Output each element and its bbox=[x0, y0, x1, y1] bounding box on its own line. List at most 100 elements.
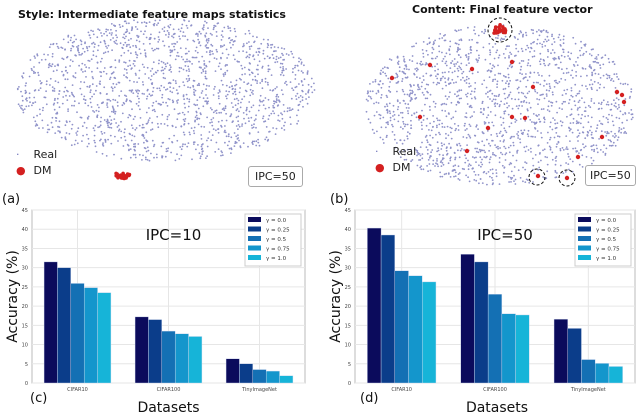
real-point bbox=[467, 52, 470, 55]
real-point bbox=[262, 104, 265, 106]
real-point bbox=[235, 141, 238, 144]
real-point bbox=[107, 124, 109, 127]
real-point bbox=[236, 108, 239, 110]
real-point bbox=[487, 106, 490, 109]
real-point bbox=[624, 98, 627, 100]
real-point bbox=[255, 114, 257, 117]
real-point bbox=[425, 72, 428, 75]
real-point bbox=[441, 60, 444, 62]
real-point bbox=[256, 36, 258, 39]
real-point bbox=[416, 76, 418, 79]
real-point bbox=[176, 153, 178, 156]
real-point bbox=[106, 34, 108, 37]
real-point bbox=[493, 57, 496, 60]
real-point bbox=[126, 30, 129, 32]
bar bbox=[252, 369, 267, 384]
real-point bbox=[437, 119, 439, 122]
legend-swatch bbox=[578, 226, 591, 232]
real-point bbox=[248, 69, 251, 71]
real-point bbox=[301, 99, 304, 102]
real-point bbox=[52, 103, 55, 106]
real-point bbox=[115, 122, 117, 124]
real-point bbox=[217, 95, 220, 97]
real-point bbox=[539, 120, 542, 123]
real-point bbox=[547, 50, 550, 53]
real-point bbox=[592, 137, 594, 140]
real-point bbox=[129, 156, 132, 159]
real-point bbox=[225, 97, 228, 100]
real-point bbox=[205, 94, 207, 96]
real-point bbox=[64, 136, 67, 139]
real-point bbox=[193, 132, 196, 135]
bar bbox=[83, 287, 98, 384]
real-point bbox=[25, 82, 27, 85]
real-point bbox=[80, 93, 83, 96]
real-point bbox=[475, 58, 478, 61]
real-point bbox=[233, 98, 236, 101]
real-point bbox=[557, 36, 560, 39]
real-point bbox=[241, 98, 244, 101]
real-point bbox=[617, 130, 620, 133]
real-point bbox=[447, 78, 450, 81]
real-point bbox=[82, 98, 85, 101]
real-point bbox=[424, 97, 427, 100]
real-point bbox=[458, 172, 461, 174]
real-point bbox=[39, 80, 42, 82]
bar bbox=[608, 366, 623, 384]
real-point bbox=[76, 142, 79, 145]
real-point bbox=[623, 132, 625, 134]
real-point bbox=[520, 91, 523, 94]
real-point bbox=[145, 55, 147, 58]
real-point bbox=[489, 53, 491, 56]
real-point bbox=[379, 72, 382, 74]
real-point bbox=[112, 98, 115, 101]
real-point bbox=[450, 117, 453, 120]
real-point bbox=[21, 95, 24, 98]
real-point bbox=[508, 181, 510, 183]
real-point bbox=[529, 72, 532, 74]
real-point bbox=[549, 136, 552, 139]
real-point bbox=[545, 95, 548, 97]
real-point bbox=[465, 116, 468, 119]
real-point bbox=[252, 89, 254, 92]
real-point bbox=[610, 79, 612, 82]
real-point bbox=[178, 70, 181, 73]
real-point bbox=[227, 53, 230, 56]
real-point bbox=[578, 106, 581, 109]
real-point bbox=[486, 91, 489, 94]
real-point bbox=[170, 151, 173, 154]
real-point bbox=[411, 92, 413, 95]
real-point bbox=[398, 70, 401, 73]
real-point bbox=[63, 90, 66, 93]
real-point bbox=[551, 33, 553, 36]
real-point bbox=[125, 35, 127, 38]
real-point bbox=[118, 61, 121, 63]
real-point bbox=[558, 135, 561, 138]
real-point bbox=[417, 83, 419, 86]
real-point bbox=[512, 154, 514, 157]
real-point bbox=[441, 37, 444, 39]
real-point bbox=[310, 85, 313, 88]
real-point bbox=[171, 91, 174, 94]
real-point bbox=[391, 131, 394, 133]
real-point bbox=[415, 116, 418, 119]
real-point bbox=[168, 26, 171, 29]
real-point bbox=[184, 143, 187, 146]
real-point bbox=[532, 181, 534, 183]
real-point bbox=[393, 114, 396, 116]
real-point bbox=[553, 41, 556, 43]
dm-point bbox=[492, 31, 496, 35]
real-point bbox=[416, 154, 418, 157]
real-point bbox=[589, 106, 592, 109]
real-point bbox=[502, 134, 504, 137]
real-point bbox=[48, 46, 51, 48]
real-point bbox=[436, 141, 439, 144]
real-point bbox=[369, 83, 371, 85]
real-point bbox=[112, 71, 115, 73]
real-point bbox=[194, 120, 196, 123]
real-point bbox=[525, 34, 528, 37]
real-point bbox=[244, 73, 246, 75]
real-point bbox=[123, 33, 125, 36]
real-point bbox=[227, 133, 230, 136]
real-point bbox=[171, 43, 174, 45]
